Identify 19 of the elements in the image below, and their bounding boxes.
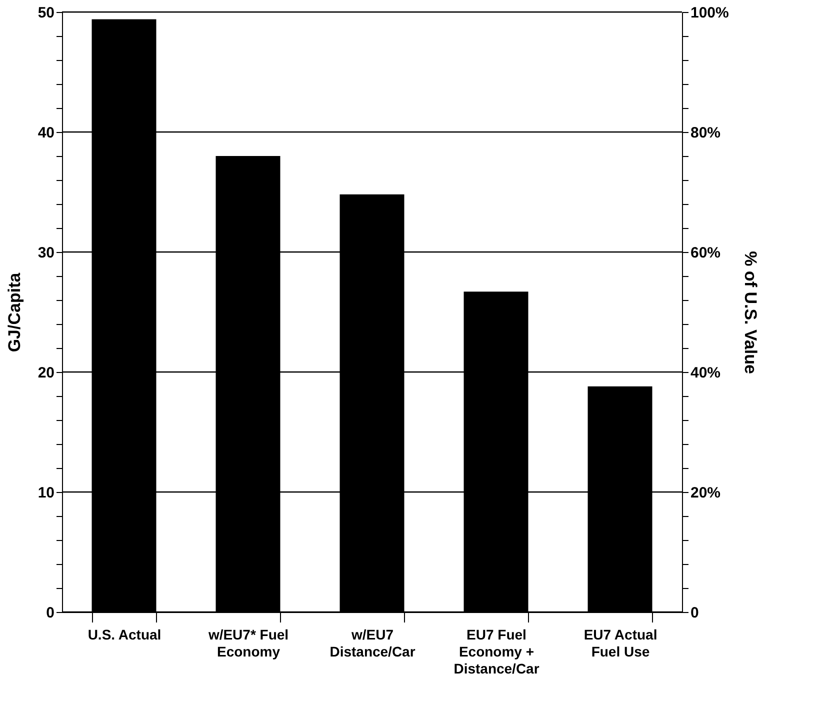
y2-axis-title: % of U.S. Value — [740, 251, 760, 374]
y-tick-label: 0 — [46, 604, 54, 622]
y-tick-label: 40 — [38, 124, 54, 142]
x-tick-label: U.S. Actual — [88, 626, 162, 642]
y2-tick-label: 100% — [690, 4, 729, 22]
y-axis-title: GJ/Capita — [4, 272, 24, 352]
y2-tick-label: 40% — [690, 364, 721, 382]
y-tick-label: 30 — [38, 244, 54, 262]
x-tick-label: EU7 Actual Fuel Use — [584, 626, 658, 660]
y2-tick-label: 60% — [690, 244, 721, 262]
x-tick-label: w/EU7* Fuel Economy — [207, 626, 289, 660]
y-tick-label: 20 — [38, 364, 54, 382]
y2-tick-label: 20% — [690, 484, 721, 502]
y-tick-label: 50 — [38, 4, 54, 22]
y2-tick-label: 80% — [690, 124, 721, 142]
x-tick-label: w/EU7 Distance/Car — [330, 626, 416, 660]
x-tick-label: EU7 Fuel Economy + Distance/Car — [454, 626, 540, 676]
y-tick-label: 10 — [38, 484, 54, 502]
y2-tick-label: 0 — [690, 604, 699, 622]
